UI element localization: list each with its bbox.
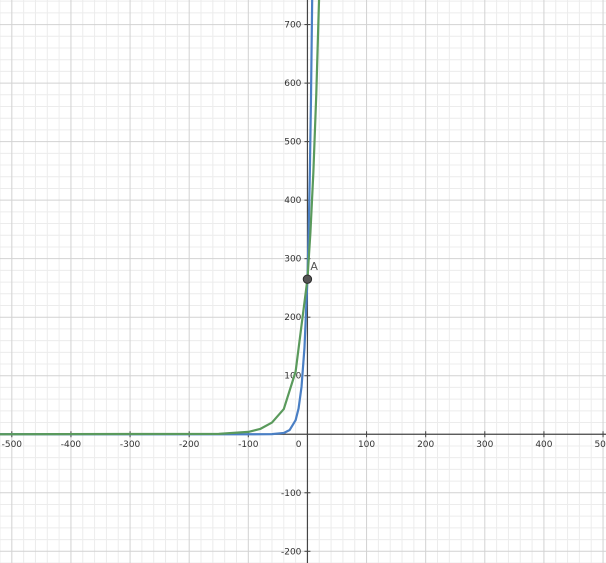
x-tick-label: -400 bbox=[61, 440, 82, 450]
y-tick-label: 400 bbox=[284, 196, 301, 206]
point-a-marker[interactable] bbox=[302, 274, 313, 284]
x-tick-label: 500 bbox=[594, 440, 606, 450]
curves bbox=[0, 0, 321, 436]
curve-2 bbox=[0, 0, 321, 436]
points[interactable]: A bbox=[302, 260, 318, 284]
x-tick-label: 300 bbox=[476, 440, 493, 450]
curve-1 bbox=[0, 0, 314, 436]
x-tick-label: -100 bbox=[238, 440, 259, 450]
x-tick-label: 0 bbox=[296, 440, 302, 450]
x-tick-label: 100 bbox=[358, 440, 375, 450]
x-tick-label: -300 bbox=[120, 440, 141, 450]
point-a-label: A bbox=[310, 260, 318, 273]
y-tick-label: 600 bbox=[284, 79, 301, 89]
x-tick-label: 400 bbox=[535, 440, 552, 450]
x-tick-labels: -500 -400 -300 -200 -100 0 100 200 300 400 500 bbox=[2, 440, 606, 450]
y-tick-label: 500 bbox=[284, 138, 301, 148]
y-tick-label: 300 bbox=[284, 255, 301, 265]
y-tick-label: -100 bbox=[281, 489, 302, 499]
y-tick-label: -200 bbox=[281, 547, 302, 557]
y-tick-label: 200 bbox=[284, 313, 301, 323]
x-tick-label: -200 bbox=[179, 440, 200, 450]
x-tick-label: -500 bbox=[2, 440, 23, 450]
x-tick-label: 200 bbox=[417, 440, 434, 450]
y-tick-label: 700 bbox=[284, 21, 301, 31]
